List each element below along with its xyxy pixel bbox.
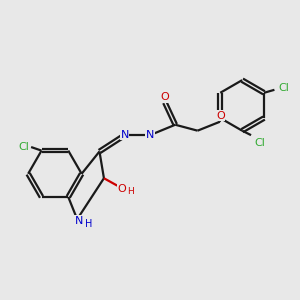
Text: N: N: [74, 216, 83, 226]
Text: Cl: Cl: [254, 138, 266, 148]
Text: O: O: [216, 111, 225, 121]
Text: O: O: [160, 92, 169, 102]
Text: Cl: Cl: [18, 142, 29, 152]
Text: Cl: Cl: [278, 83, 289, 93]
Text: H: H: [85, 219, 92, 229]
Text: O: O: [117, 184, 126, 194]
Text: N: N: [121, 130, 129, 140]
Text: N: N: [146, 130, 154, 140]
Text: H: H: [127, 187, 134, 196]
